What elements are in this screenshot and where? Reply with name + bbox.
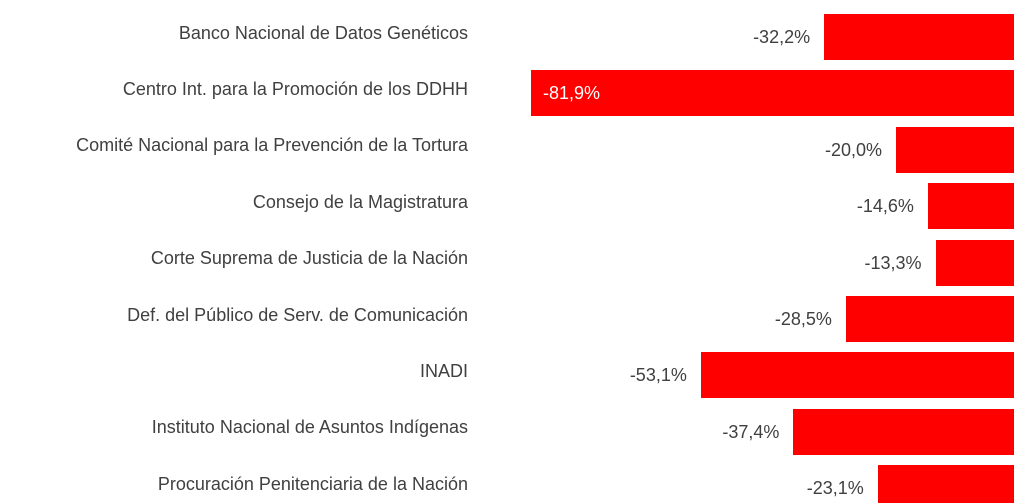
category-label: Comité Nacional para la Prevención de la… — [76, 135, 468, 156]
value-label: -28,5% — [774, 309, 832, 329]
value-label: -37,4% — [722, 421, 780, 442]
category-label: Centro Int. para la Promoción de los DDH… — [122, 78, 468, 99]
value-label: -14,6% — [856, 196, 914, 217]
bar — [793, 408, 1014, 455]
category-label: Banco Nacional de Datos Genéticos — [178, 22, 468, 43]
value-label: -32,2% — [753, 27, 811, 47]
value-label: -23,1% — [806, 478, 864, 499]
value-label: -13,3% — [864, 252, 922, 273]
category-label: Def. del Público de Serv. de Comunicació… — [127, 304, 468, 325]
bar — [700, 352, 1014, 399]
category-label: Corte Suprema de Justicia de la Nación — [150, 248, 468, 269]
bar — [824, 14, 1014, 60]
category-label: Procuración Penitenciaria de la Nación — [157, 473, 468, 494]
bar — [896, 126, 1014, 173]
bar — [935, 239, 1014, 286]
bar — [877, 465, 1014, 503]
bar — [927, 183, 1014, 230]
value-label: -20,0% — [825, 139, 883, 160]
value-label: -81,9% — [543, 83, 601, 104]
value-label: -53,1% — [629, 365, 687, 386]
bar — [845, 296, 1014, 342]
bar — [531, 70, 1014, 117]
category-label: Instituto Nacional de Asuntos Indígenas — [151, 417, 468, 438]
category-label: INADI — [419, 360, 468, 381]
category-label: Consejo de la Magistratura — [252, 191, 468, 212]
